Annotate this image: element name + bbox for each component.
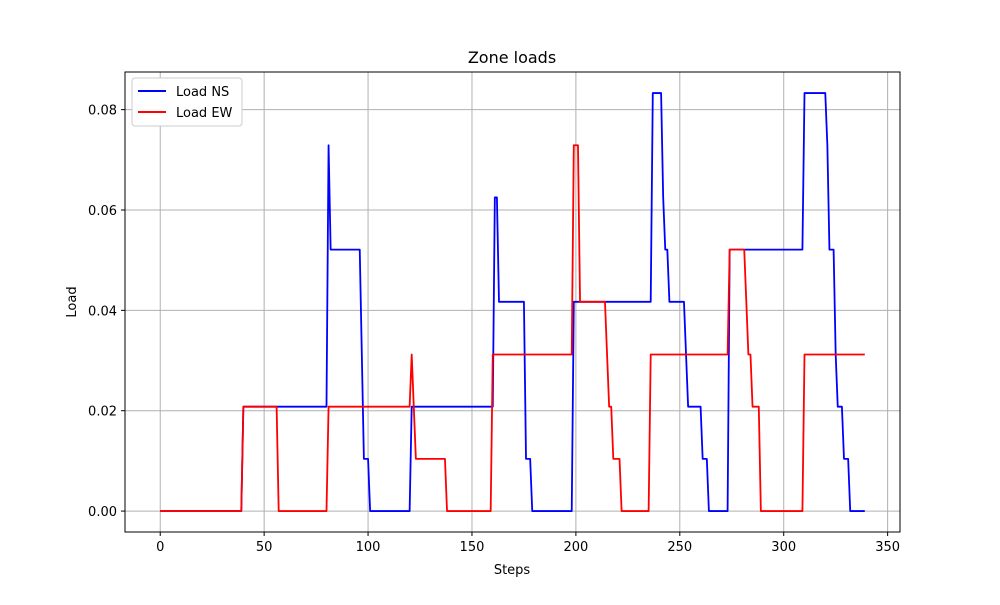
legend-label-load-ew: Load EW — [176, 106, 233, 121]
x-tick-label: 250 — [667, 540, 692, 555]
x-tick-label: 0 — [156, 540, 164, 555]
x-tick-label: 100 — [356, 540, 381, 555]
legend: Load NS Load EW — [131, 77, 243, 127]
y-tick-label: 0.00 — [88, 505, 117, 520]
x-tick-label: 150 — [460, 540, 485, 555]
x-tick-label: 50 — [256, 540, 273, 555]
axis-ticks: 0 50 100 150 200 250 300 350 0.00 0.02 0.04 0.06 0.0… — [88, 104, 900, 555]
x-tick-label: 350 — [875, 540, 900, 555]
x-tick-label: 300 — [771, 540, 796, 555]
chart-title: Zone loads — [468, 48, 556, 67]
y-tick-label: 0.08 — [88, 104, 117, 119]
legend-label-load-ns: Load NS — [176, 85, 229, 100]
y-tick-label: 0.02 — [88, 405, 117, 420]
x-axis-label: Steps — [494, 563, 531, 578]
x-tick-label: 200 — [563, 540, 588, 555]
y-tick-label: 0.06 — [88, 204, 117, 219]
series-line-load-ns — [160, 92, 865, 512]
y-tick-label: 0.04 — [88, 304, 117, 319]
series-line-load-ew — [160, 144, 865, 512]
plot-frame — [124, 71, 901, 533]
plot-lines — [160, 92, 865, 512]
y-axis-label: Load — [65, 286, 80, 317]
